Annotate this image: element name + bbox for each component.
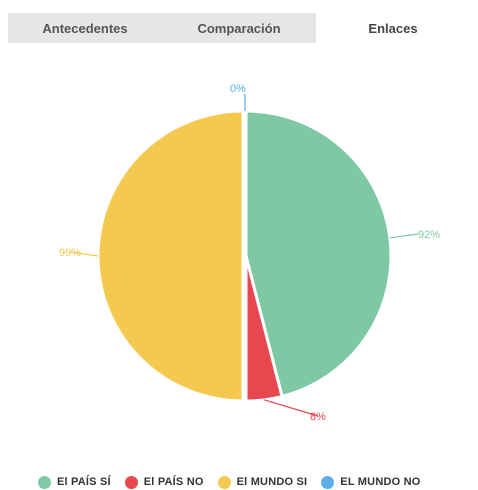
tab-bar: Antecedentes Comparación Enlaces: [8, 13, 470, 43]
legend-label: El PAÍS NO: [143, 476, 204, 488]
data-label-el-mundo-no: 0%: [230, 83, 246, 95]
label-connector: [389, 233, 419, 239]
data-label-el-pais-no: 8%: [310, 411, 326, 423]
legend-swatch: [38, 475, 51, 489]
legend-label: El MUNDO SI: [236, 476, 308, 488]
legend-item-el-mundo-no[interactable]: EL MUNDO NO: [321, 475, 421, 489]
legend-swatch: [217, 475, 231, 489]
tab-enlaces[interactable]: Enlaces: [316, 13, 470, 43]
legend-item-el-pais-si[interactable]: El PAÍS SÍ: [38, 475, 111, 489]
chart-legend: El PAÍS SÍ El PAÍS NO El MUNDO SI EL MUN…: [38, 474, 458, 490]
pie-chart: 92% 8% 99% 0%: [59, 83, 440, 423]
data-label-el-pais-si: 92%: [418, 229, 440, 241]
legend-item-el-pais-no[interactable]: El PAÍS NO: [124, 475, 204, 489]
tab-comparacion[interactable]: Comparación: [197, 20, 281, 36]
slice-el-mundo-si[interactable]: [96, 109, 245, 403]
legend-label: EL MUNDO NO: [340, 476, 421, 488]
legend-swatch: [321, 475, 335, 489]
data-label-el-mundo-si: 99%: [59, 247, 81, 259]
label-connector: [264, 399, 319, 417]
legend-label: El PAÍS SÍ: [57, 476, 111, 488]
legend-item-el-mundo-si[interactable]: El MUNDO SI: [217, 475, 308, 489]
tab-antecedentes[interactable]: Antecedentes: [42, 20, 128, 36]
legend-swatch: [124, 475, 138, 489]
label-connector: [69, 251, 99, 257]
